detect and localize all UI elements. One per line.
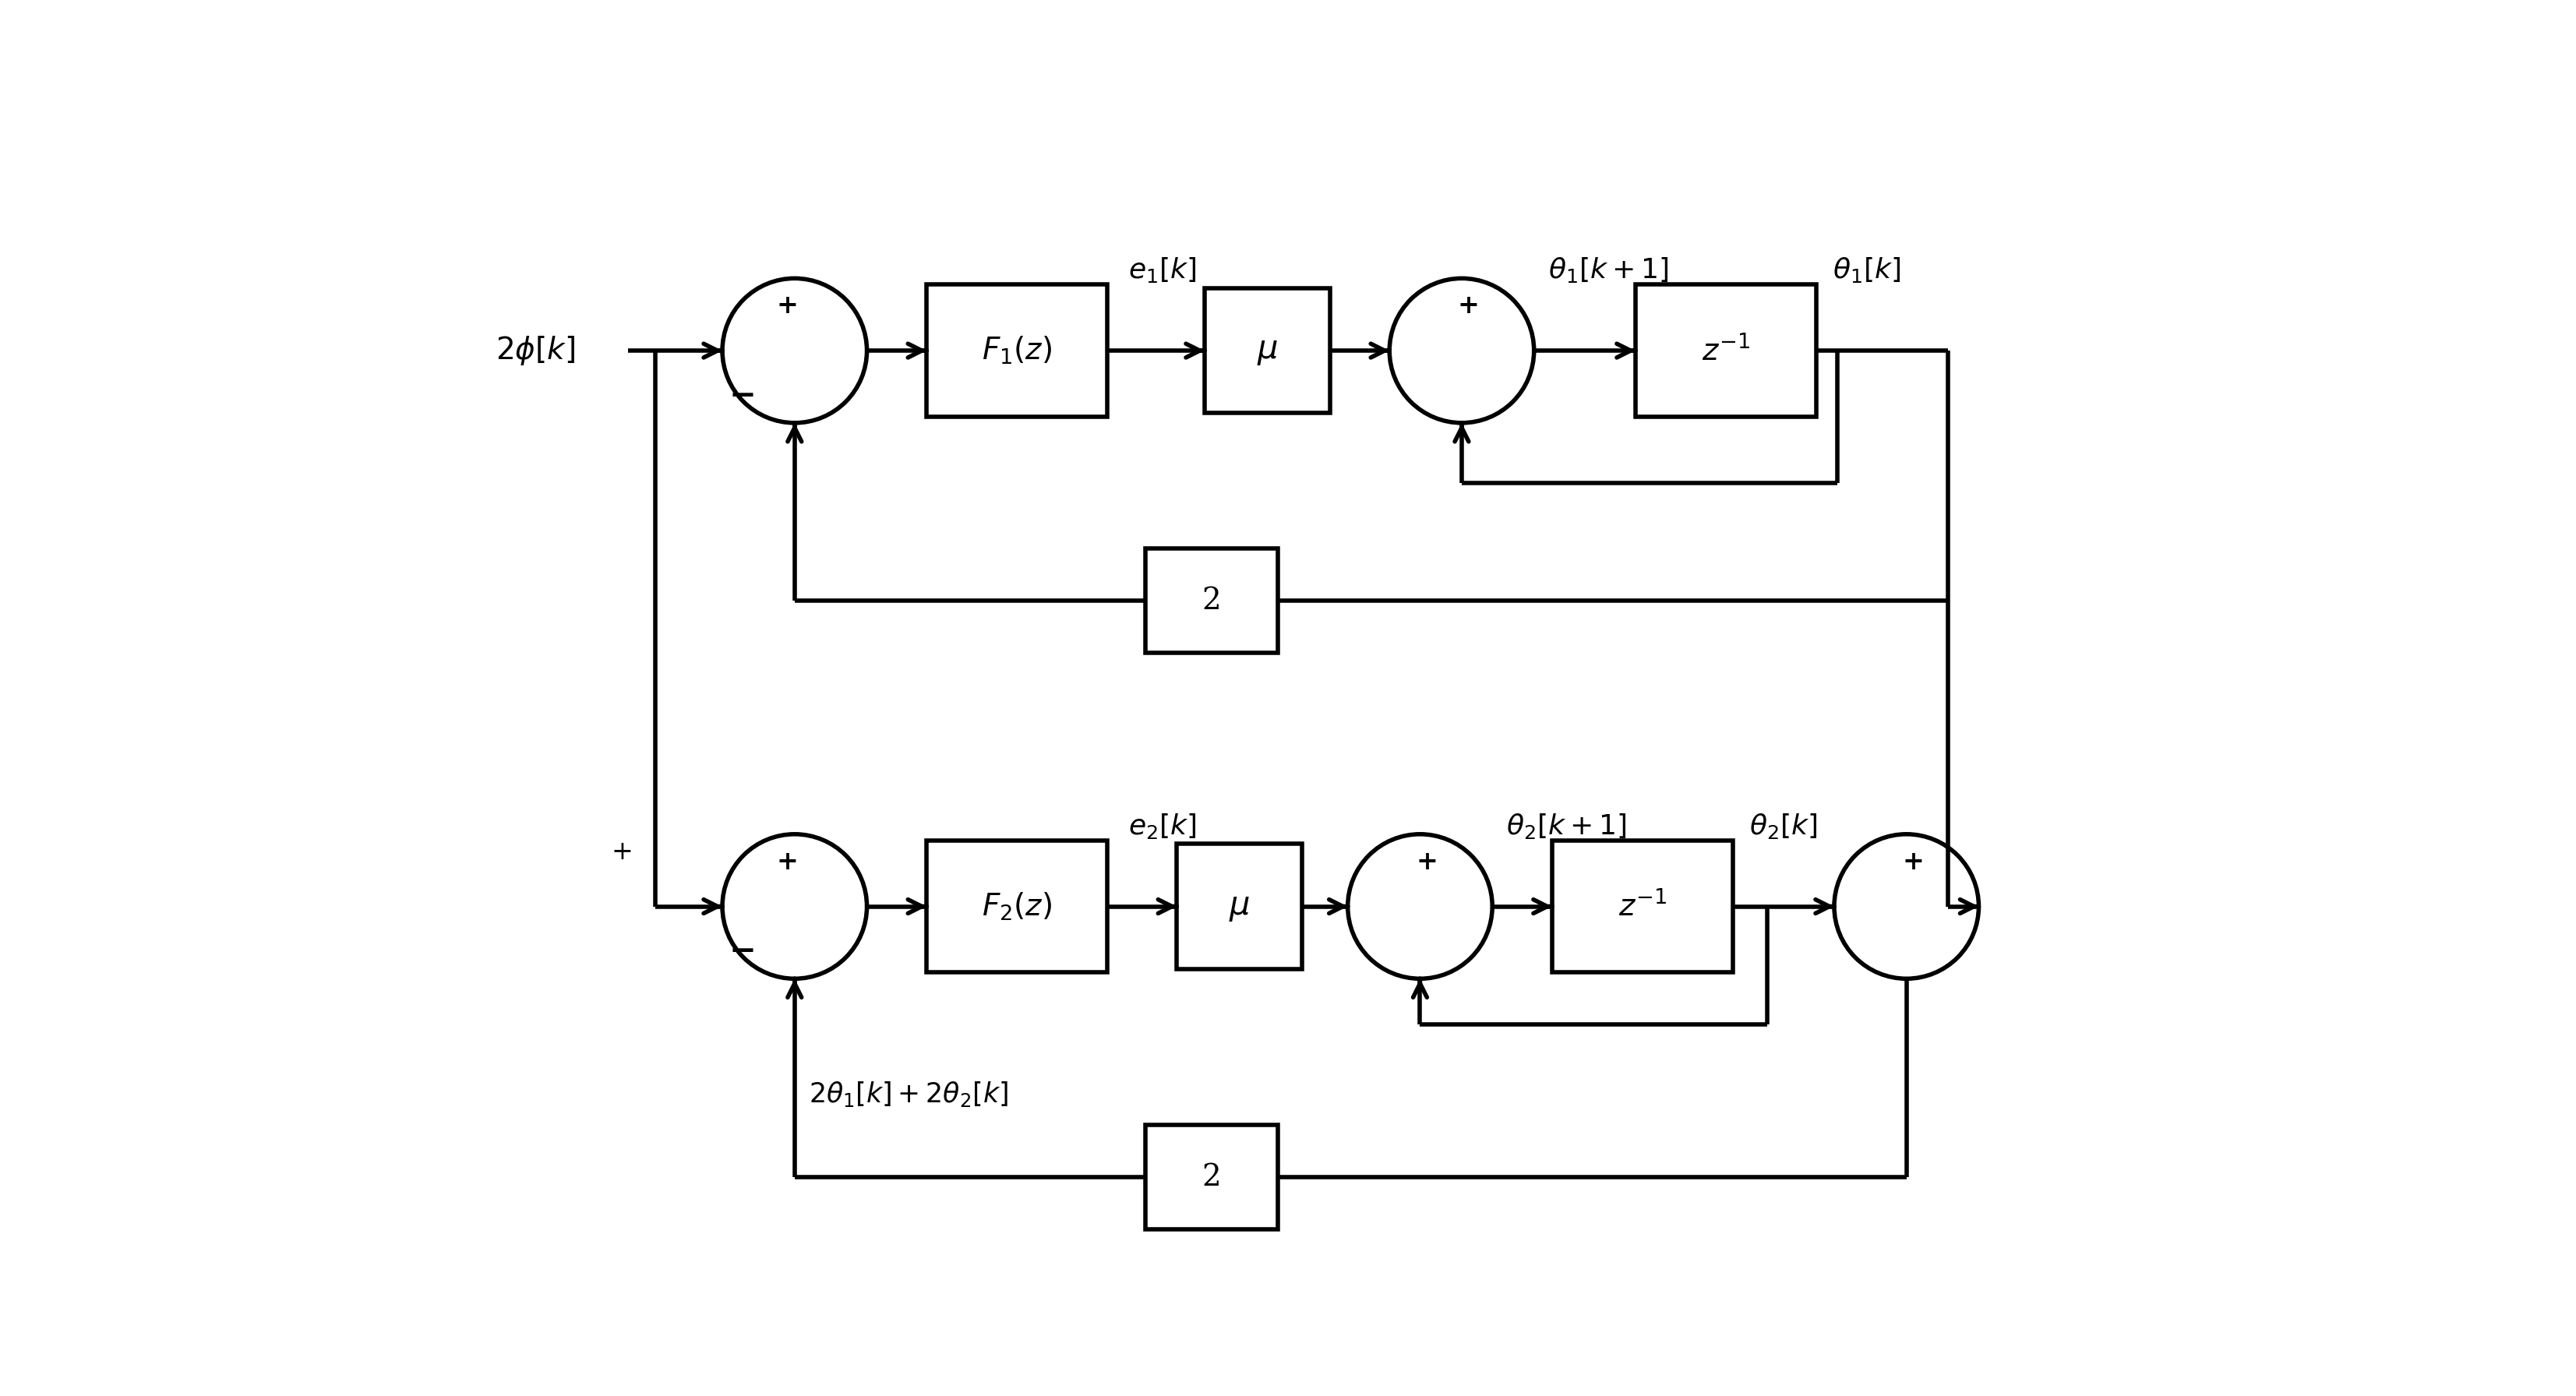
Bar (1636, 285, 1816, 416)
Text: −: − (729, 935, 757, 967)
Text: $F_1(z)$: $F_1(z)$ (981, 335, 1051, 366)
Text: $\theta_2[k+1]$: $\theta_2[k+1]$ (1507, 811, 1625, 840)
Bar (1177, 845, 1301, 969)
Text: +: + (611, 840, 634, 864)
Bar (927, 840, 1108, 973)
Text: +: + (1458, 293, 1479, 318)
Text: $e_1[k]$: $e_1[k]$ (1128, 255, 1195, 285)
Text: $F_2(z)$: $F_2(z)$ (981, 891, 1051, 923)
Text: $e_2[k]$: $e_2[k]$ (1128, 811, 1195, 840)
Text: $2\theta_1[k]+2\theta_2[k]$: $2\theta_1[k]+2\theta_2[k]$ (809, 1079, 1007, 1108)
Text: $\theta_1[k+1]$: $\theta_1[k+1]$ (1548, 255, 1669, 285)
Bar (1206, 288, 1329, 413)
Text: +: + (778, 849, 799, 874)
Bar (1553, 840, 1734, 973)
Text: 2: 2 (1203, 1163, 1221, 1192)
Text: $\theta_2[k]$: $\theta_2[k]$ (1749, 811, 1816, 840)
Text: $\mu$: $\mu$ (1257, 334, 1278, 367)
Text: $\mu$: $\mu$ (1229, 891, 1249, 923)
Text: $z^{-1}$: $z^{-1}$ (1703, 335, 1749, 366)
Text: $2\phi[k]$: $2\phi[k]$ (495, 334, 574, 367)
Text: +: + (1417, 849, 1437, 874)
Bar (1146, 549, 1278, 653)
Text: 2: 2 (1203, 586, 1221, 616)
Text: $\theta_1[k]$: $\theta_1[k]$ (1832, 255, 1901, 285)
Bar (1146, 1125, 1278, 1230)
Bar (927, 285, 1108, 416)
Text: −: − (729, 380, 757, 412)
Text: $z^{-1}$: $z^{-1}$ (1618, 891, 1667, 921)
Text: +: + (1904, 849, 1924, 874)
Text: +: + (778, 293, 799, 318)
